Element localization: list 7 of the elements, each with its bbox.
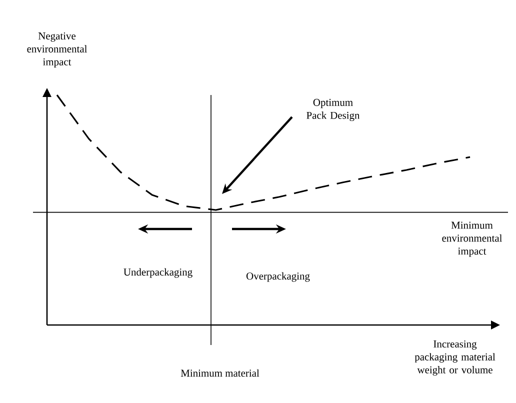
text: Minimum material [180, 369, 260, 377]
x-axis-title: Increasing packaging material weight or volume [414, 340, 496, 376]
y-axis-title: Negative environmental impact [27, 32, 87, 68]
annotation: Overpackaging [246, 272, 310, 282]
ref-line-label: Minimum environmental impact [442, 222, 502, 257]
annotation: Optimum Pack Design [306, 98, 360, 122]
annotation: Underpackaging [124, 268, 192, 278]
